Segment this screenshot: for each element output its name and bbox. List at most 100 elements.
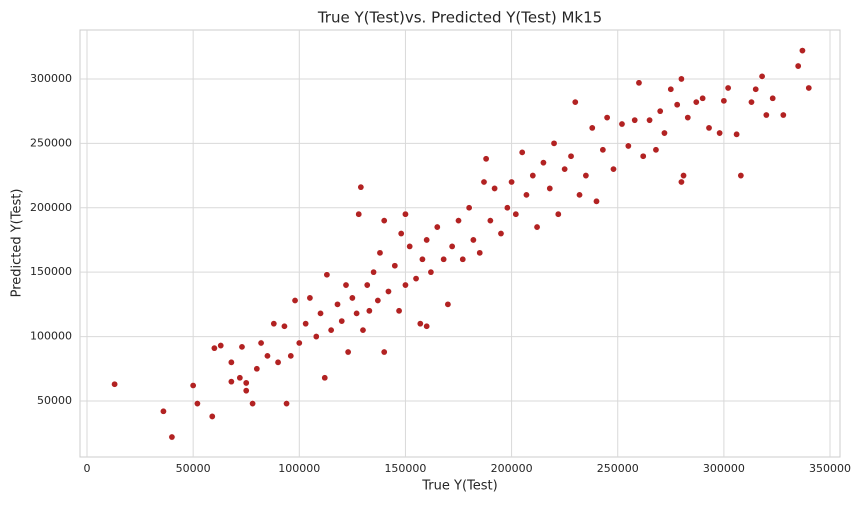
point bbox=[357, 183, 365, 191]
point bbox=[752, 85, 760, 93]
point bbox=[508, 178, 516, 186]
x-axis-label: True Y(Test) bbox=[421, 479, 497, 494]
point bbox=[550, 139, 558, 147]
point bbox=[554, 210, 562, 218]
point bbox=[469, 236, 477, 244]
point bbox=[401, 210, 409, 218]
y-axis-label: Predicted Y(Test) bbox=[10, 189, 25, 298]
point bbox=[533, 223, 541, 231]
point bbox=[459, 255, 467, 263]
y-tick-label: 100000 bbox=[30, 330, 72, 343]
point bbox=[758, 72, 766, 80]
point bbox=[571, 98, 579, 106]
point bbox=[491, 184, 499, 192]
point bbox=[348, 294, 356, 302]
y-tick-label: 250000 bbox=[30, 136, 72, 149]
point bbox=[291, 296, 299, 304]
point bbox=[312, 333, 320, 341]
point bbox=[306, 294, 314, 302]
point bbox=[599, 146, 607, 154]
point bbox=[397, 230, 405, 238]
point bbox=[692, 98, 700, 106]
point bbox=[667, 85, 675, 93]
point bbox=[391, 262, 399, 270]
point bbox=[652, 146, 660, 154]
point bbox=[539, 159, 547, 167]
point bbox=[684, 114, 692, 122]
point bbox=[660, 129, 668, 137]
point bbox=[582, 172, 590, 180]
point bbox=[779, 111, 787, 119]
point bbox=[208, 412, 216, 420]
x-tick-label: 50000 bbox=[176, 462, 211, 475]
point bbox=[353, 309, 361, 317]
point bbox=[189, 382, 197, 390]
point bbox=[406, 242, 414, 250]
x-tick-label: 200000 bbox=[491, 462, 533, 475]
point bbox=[618, 120, 626, 128]
point bbox=[482, 155, 490, 163]
point bbox=[159, 407, 167, 415]
point bbox=[433, 223, 441, 231]
x-tick-label: 100000 bbox=[278, 462, 320, 475]
point bbox=[280, 322, 288, 330]
point bbox=[376, 249, 384, 257]
point bbox=[603, 114, 611, 122]
point bbox=[287, 352, 295, 360]
point bbox=[384, 287, 392, 295]
point bbox=[423, 322, 431, 330]
point bbox=[363, 281, 371, 289]
point bbox=[546, 184, 554, 192]
point bbox=[588, 124, 596, 132]
point bbox=[270, 320, 278, 328]
point bbox=[646, 116, 654, 124]
point bbox=[635, 79, 643, 87]
point bbox=[217, 342, 225, 350]
point bbox=[476, 249, 484, 257]
point bbox=[639, 152, 647, 160]
point bbox=[673, 101, 681, 109]
point bbox=[416, 320, 424, 328]
point bbox=[794, 62, 802, 70]
point bbox=[680, 172, 688, 180]
point bbox=[497, 230, 505, 238]
point bbox=[529, 172, 537, 180]
point bbox=[805, 84, 813, 92]
point bbox=[374, 296, 382, 304]
point bbox=[193, 400, 201, 408]
y-tick-label: 300000 bbox=[30, 72, 72, 85]
point bbox=[227, 358, 235, 366]
point bbox=[302, 320, 310, 328]
point bbox=[327, 326, 335, 334]
point bbox=[236, 374, 244, 382]
point bbox=[522, 191, 530, 199]
x-tick-label: 0 bbox=[84, 462, 91, 475]
point bbox=[656, 107, 664, 115]
point bbox=[242, 387, 250, 395]
point bbox=[798, 47, 806, 55]
point bbox=[380, 348, 388, 356]
point bbox=[440, 255, 448, 263]
point bbox=[747, 98, 755, 106]
point bbox=[609, 165, 617, 173]
point bbox=[677, 178, 685, 186]
point bbox=[365, 307, 373, 315]
point bbox=[624, 142, 632, 150]
point bbox=[242, 379, 250, 387]
point bbox=[412, 275, 420, 283]
point bbox=[503, 204, 511, 212]
point bbox=[455, 217, 463, 225]
point bbox=[355, 210, 363, 218]
point bbox=[274, 358, 282, 366]
point bbox=[733, 130, 741, 138]
point bbox=[344, 348, 352, 356]
point bbox=[720, 97, 728, 105]
chart-title: True Y(Test)vs. Predicted Y(Test) Mk15 bbox=[317, 9, 602, 27]
point bbox=[567, 152, 575, 160]
point bbox=[401, 281, 409, 289]
point bbox=[334, 300, 342, 308]
point bbox=[561, 165, 569, 173]
x-tick-label: 150000 bbox=[384, 462, 426, 475]
point bbox=[249, 400, 257, 408]
point bbox=[321, 374, 329, 382]
